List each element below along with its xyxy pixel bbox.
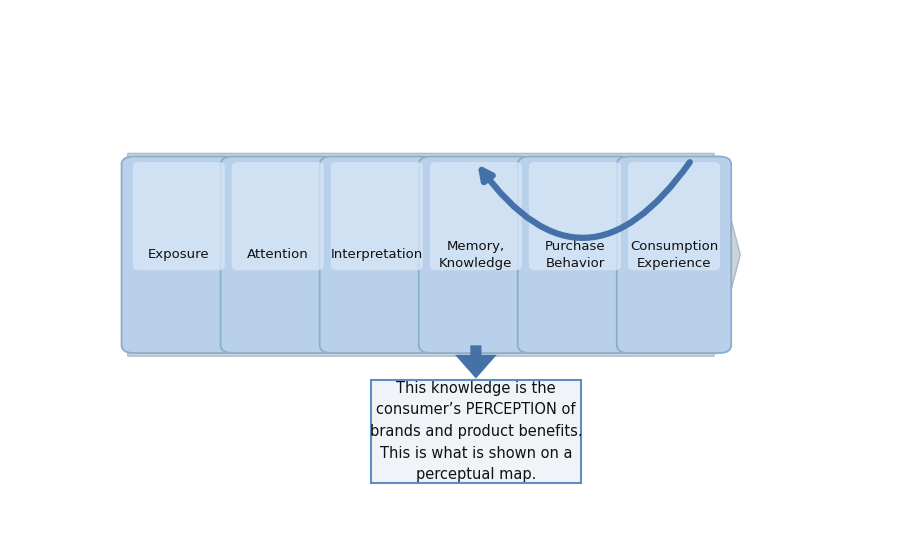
FancyBboxPatch shape (320, 156, 434, 353)
FancyBboxPatch shape (529, 162, 621, 270)
Text: Purchase
Behavior: Purchase Behavior (544, 240, 606, 270)
FancyBboxPatch shape (220, 156, 335, 353)
Text: Consumption
Experience: Consumption Experience (630, 240, 718, 270)
FancyBboxPatch shape (331, 162, 423, 270)
FancyBboxPatch shape (518, 156, 632, 353)
FancyBboxPatch shape (418, 156, 533, 353)
FancyBboxPatch shape (232, 162, 324, 270)
FancyBboxPatch shape (628, 162, 720, 270)
FancyBboxPatch shape (430, 162, 522, 270)
FancyArrowPatch shape (482, 162, 689, 238)
FancyBboxPatch shape (132, 162, 225, 270)
Text: Attention: Attention (247, 248, 309, 262)
Text: Exposure: Exposure (148, 248, 210, 262)
Text: This knowledge is the
consumer’s PERCEPTION of
brands and product benefits.
This: This knowledge is the consumer’s PERCEPT… (370, 381, 582, 482)
Polygon shape (128, 153, 740, 356)
Polygon shape (455, 346, 497, 379)
FancyBboxPatch shape (122, 156, 236, 353)
Text: Memory,
Knowledge: Memory, Knowledge (439, 240, 513, 270)
FancyBboxPatch shape (372, 380, 580, 483)
Text: Interpretation: Interpretation (330, 248, 423, 262)
FancyBboxPatch shape (616, 156, 731, 353)
